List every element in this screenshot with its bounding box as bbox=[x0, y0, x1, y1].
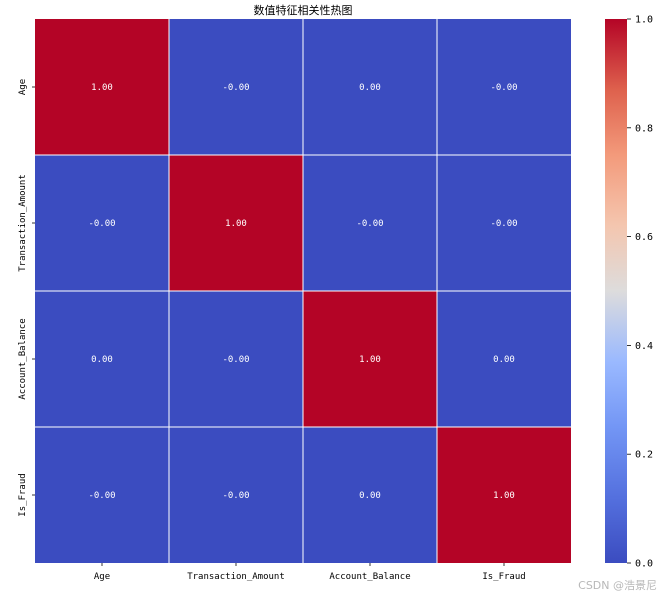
x-tick-label: Transaction_Amount bbox=[187, 572, 285, 582]
heatmap-cell bbox=[35, 427, 169, 563]
cell-value-label: -0.00 bbox=[490, 83, 517, 93]
colorbar-tick-label: 1.0 bbox=[635, 15, 653, 26]
cell-value-label: -0.00 bbox=[222, 355, 249, 365]
y-tick-label: Account_Balance bbox=[18, 318, 28, 399]
cell-value-label: -0.00 bbox=[88, 491, 115, 501]
heatmap-cell bbox=[437, 427, 571, 563]
heatmap-cell bbox=[303, 427, 437, 563]
heatmap-cell bbox=[437, 19, 571, 155]
cell-value-label: 0.00 bbox=[359, 491, 381, 501]
cell-value-label: 1.00 bbox=[359, 355, 381, 365]
cell-value-label: 0.00 bbox=[359, 83, 381, 93]
cell-value-label: -0.00 bbox=[88, 219, 115, 229]
heatmap-cell bbox=[303, 291, 437, 427]
y-tick-label: Age bbox=[18, 79, 28, 95]
colorbar-ticks: 0.0 0.2 0.4 0.6 0.8 1.0 bbox=[627, 15, 653, 570]
cell-value-label: 0.00 bbox=[493, 355, 515, 365]
cell-value-label: 1.00 bbox=[225, 219, 247, 229]
heatmap-cell bbox=[169, 155, 303, 291]
heatmap-cell bbox=[303, 155, 437, 291]
y-axis-ticks: Age Transaction_Amount Account_Balance Is_F… bbox=[18, 79, 35, 517]
colorbar-gradient bbox=[605, 19, 627, 563]
cell-value-label: -0.00 bbox=[222, 83, 249, 93]
x-tick-label: Age bbox=[94, 572, 110, 582]
cell-value-label: -0.00 bbox=[356, 219, 383, 229]
chart-title: 数值特征相关性热图 bbox=[254, 3, 353, 17]
cell-value-label: 0.00 bbox=[91, 355, 113, 365]
heatmap-cells bbox=[35, 19, 571, 563]
heatmap-cell bbox=[437, 291, 571, 427]
x-tick-label: Is_Fraud bbox=[482, 572, 525, 582]
heatmap-cell bbox=[303, 19, 437, 155]
y-tick-label: Transaction_Amount bbox=[18, 174, 28, 272]
heatmap-cell bbox=[169, 291, 303, 427]
heatmap-cell bbox=[35, 19, 169, 155]
x-tick-label: Account_Balance bbox=[329, 572, 410, 582]
colorbar: 0.0 0.2 0.4 0.6 0.8 1.0 bbox=[605, 15, 653, 570]
heatmap-cell bbox=[169, 19, 303, 155]
y-tick-label: Is_Fraud bbox=[18, 473, 28, 516]
x-axis-ticks: Age Transaction_Amount Account_Balance Is_F… bbox=[94, 563, 526, 582]
colorbar-tick-label: 0.6 bbox=[635, 232, 653, 243]
heatmap-grid-lines bbox=[35, 19, 571, 563]
heatmap-cell bbox=[35, 155, 169, 291]
heatmap-cell bbox=[35, 291, 169, 427]
heatmap-cell bbox=[437, 155, 571, 291]
cell-value-label: -0.00 bbox=[490, 219, 517, 229]
watermark: CSDN @浩景尼 bbox=[578, 579, 657, 592]
heatmap-annotations: 1.00 -0.00 0.00 -0.00 -0.00 1.00 -0.00 -0.00 0.0… bbox=[88, 83, 517, 501]
cell-value-label: 1.00 bbox=[493, 491, 515, 501]
heatmap-cell bbox=[169, 427, 303, 563]
cell-value-label: 1.00 bbox=[91, 83, 113, 93]
colorbar-tick-label: 0.8 bbox=[635, 123, 653, 134]
colorbar-tick-label: 0.0 bbox=[635, 559, 653, 570]
colorbar-tick-label: 0.4 bbox=[635, 341, 653, 352]
cell-value-label: -0.00 bbox=[222, 491, 249, 501]
colorbar-tick-label: 0.2 bbox=[635, 450, 653, 461]
